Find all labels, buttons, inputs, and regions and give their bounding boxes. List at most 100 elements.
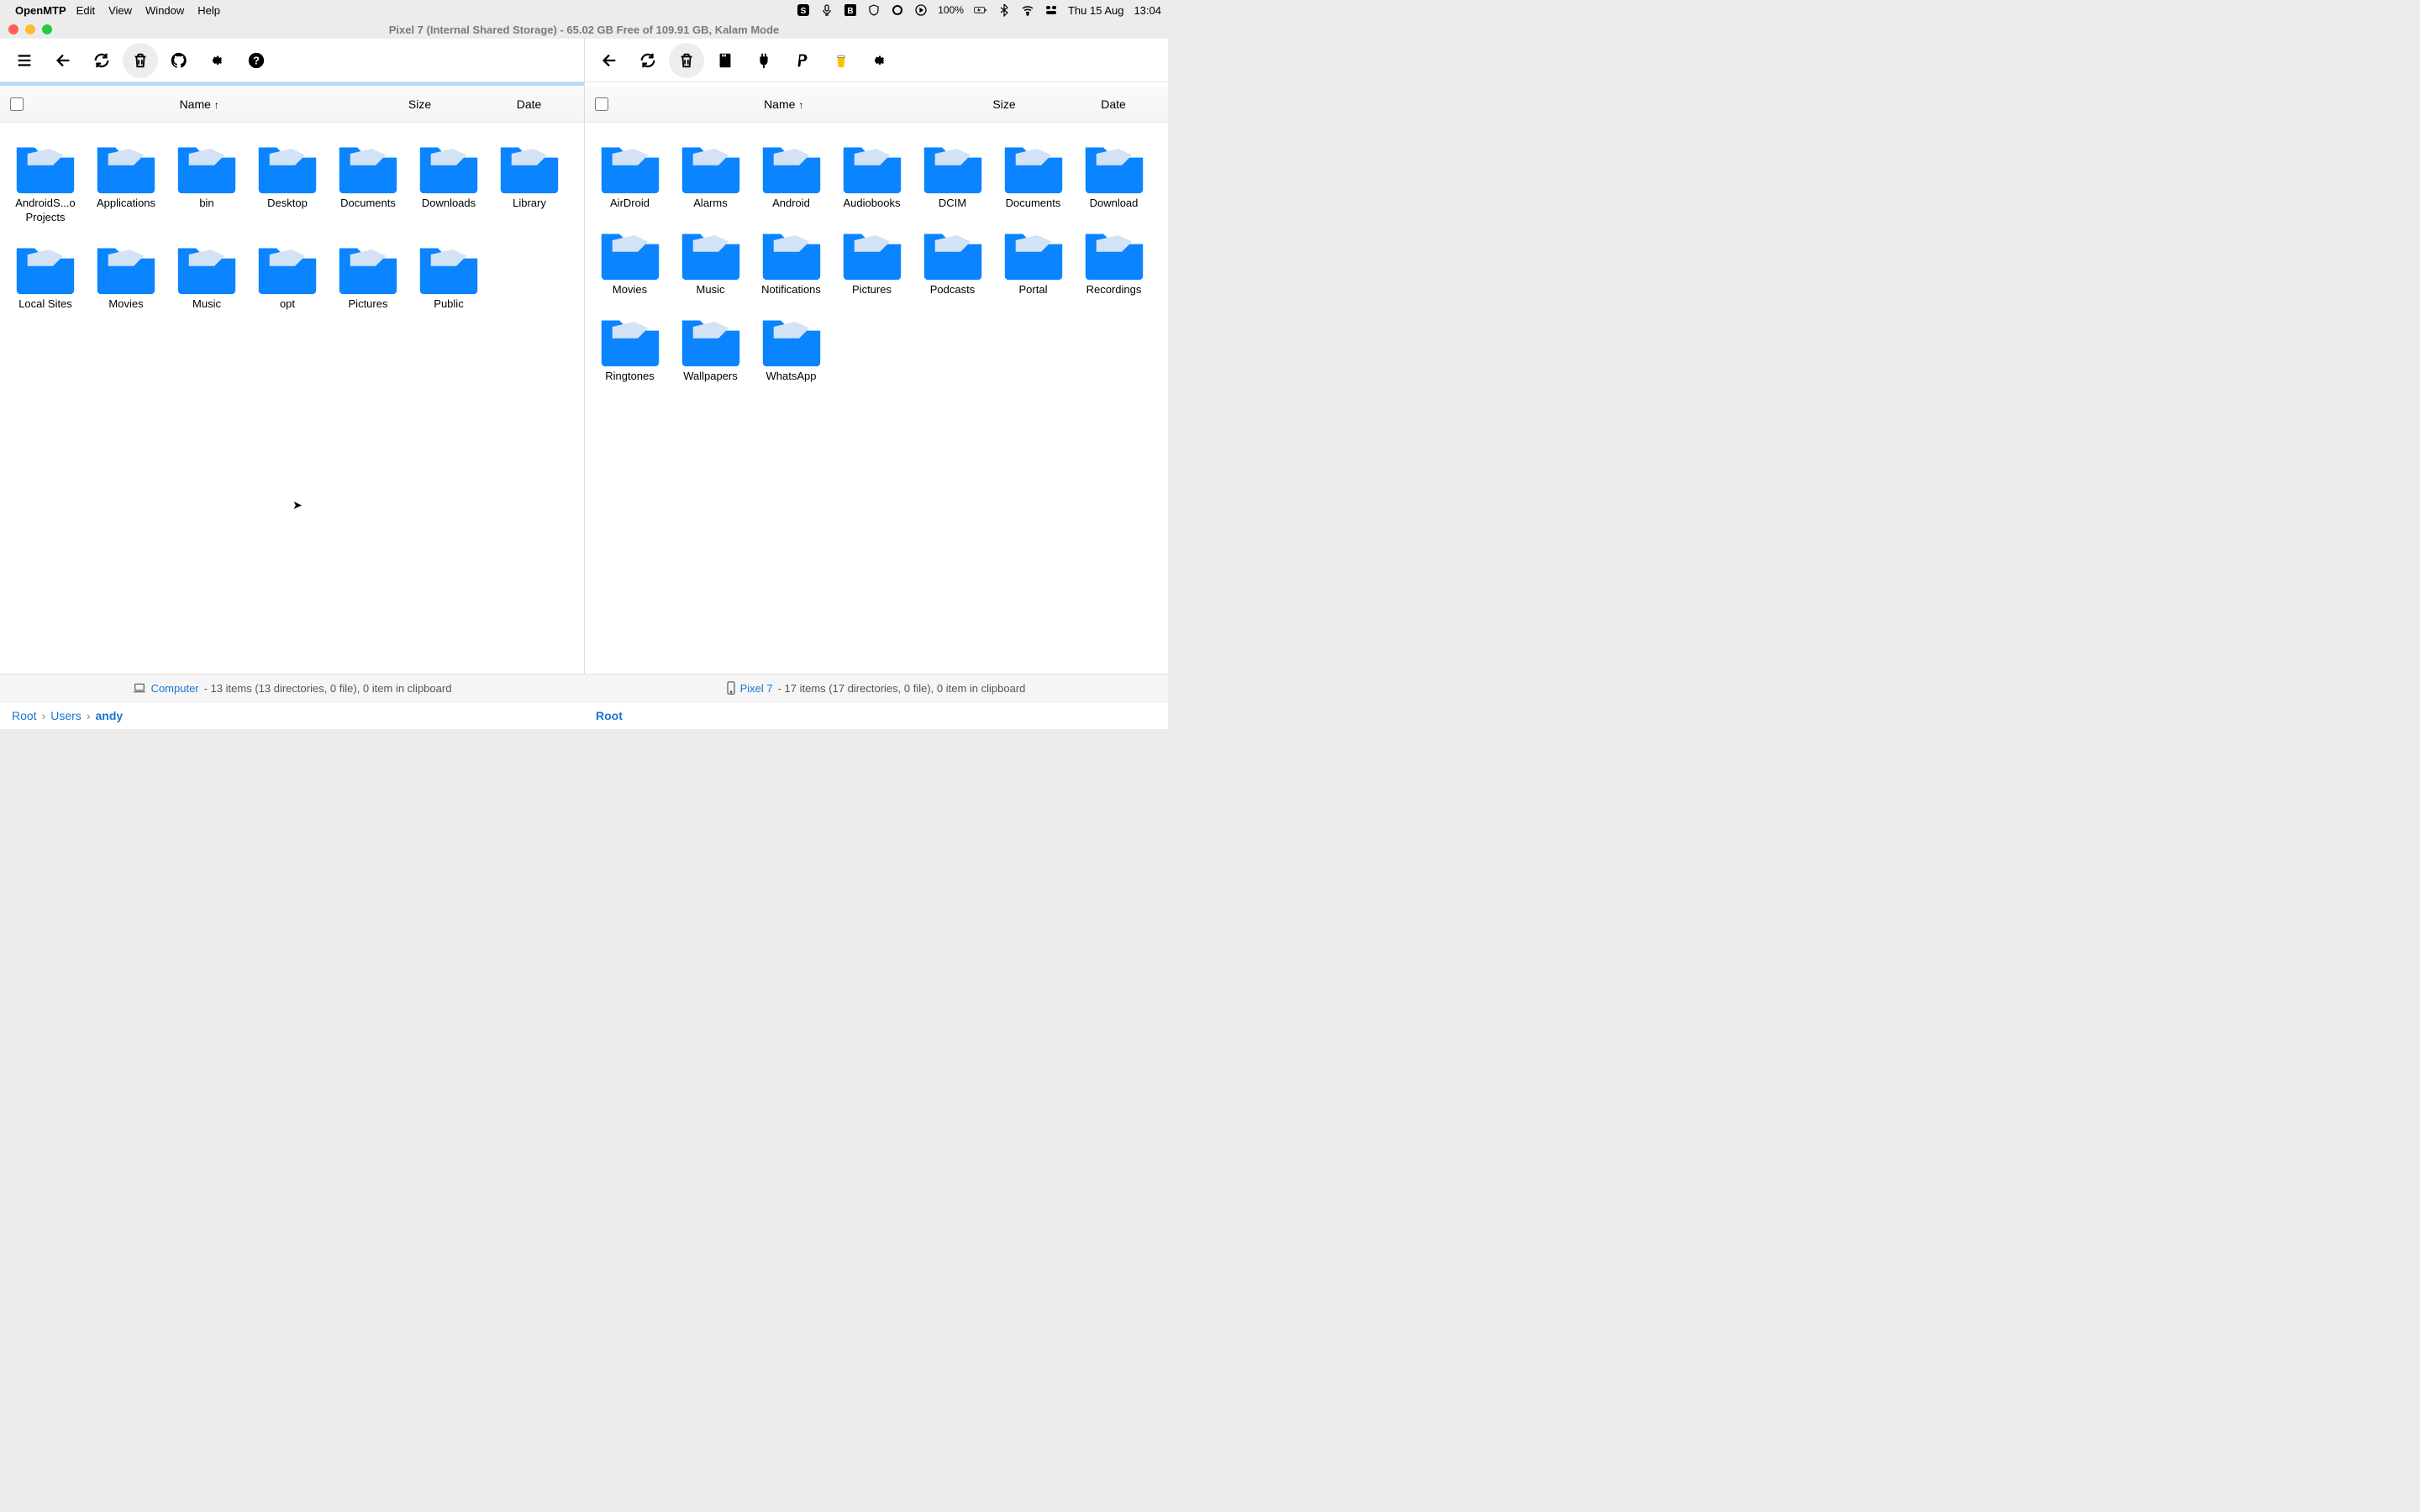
right-file-grid[interactable]: AirDroid Alarms AndroidAudiobooksDCIMDocum… <box>585 123 1169 674</box>
menu-edit[interactable]: Edit <box>76 4 95 17</box>
shield-icon[interactable] <box>867 3 881 17</box>
help-button[interactable]: ? <box>239 43 274 78</box>
folder-item[interactable]: Movies <box>86 240 166 312</box>
menu-help[interactable]: Help <box>197 4 220 17</box>
folder-label: Download <box>1090 197 1139 211</box>
menubar-time[interactable]: 13:04 <box>1134 4 1161 17</box>
breadcrumb-segment[interactable]: Root <box>12 709 37 722</box>
folder-label: Documents <box>340 197 396 211</box>
folder-item[interactable]: Downloads <box>408 139 489 225</box>
folder-label: Ringtones <box>605 370 655 384</box>
folder-label: Podcasts <box>930 283 975 297</box>
left-col-size[interactable]: Size <box>366 97 475 111</box>
folder-item[interactable]: Audiobooks <box>832 139 913 211</box>
right-col-size[interactable]: Size <box>950 97 1059 111</box>
paypal-button[interactable] <box>785 43 820 78</box>
delete-button[interactable] <box>669 43 704 78</box>
folder-item[interactable]: Notifications <box>751 226 832 297</box>
microphone-icon[interactable] <box>820 3 834 17</box>
folder-item[interactable]: Desktop <box>247 139 328 225</box>
folder-item[interactable]: Applications <box>86 139 166 225</box>
folder-item[interactable]: Public <box>408 240 489 312</box>
right-col-date[interactable]: Date <box>1059 97 1168 111</box>
back-button[interactable] <box>592 43 627 78</box>
back-button[interactable] <box>45 43 81 78</box>
folder-item[interactable]: WhatsApp <box>751 312 832 384</box>
skype-icon[interactable]: S <box>797 3 810 17</box>
folder-item[interactable]: DCIM <box>913 139 993 211</box>
circle-icon[interactable] <box>891 3 904 17</box>
control-center-icon[interactable] <box>1044 3 1058 17</box>
folder-item[interactable]: Ringtones <box>590 312 671 384</box>
bitwarden-icon[interactable]: B <box>844 3 857 17</box>
folder-item[interactable]: Podcasts <box>913 226 993 297</box>
right-status-location[interactable]: Pixel 7 <box>740 682 773 695</box>
breadcrumb-segment[interactable]: Users <box>50 709 82 722</box>
left-col-name[interactable]: Name↑ <box>34 97 366 111</box>
folder-item[interactable]: Documents <box>328 139 408 225</box>
folder-item[interactable]: Documents <box>993 139 1074 211</box>
folder-item[interactable]: opt <box>247 240 328 312</box>
breadcrumb-segment[interactable]: andy <box>95 709 123 722</box>
folder-item[interactable]: Pictures <box>328 240 408 312</box>
github-button[interactable] <box>161 43 197 78</box>
folder-item[interactable]: Download <box>1074 139 1155 211</box>
folder-item[interactable]: Wallpapers <box>671 312 751 384</box>
storage-button[interactable] <box>708 43 743 78</box>
folder-label: Music <box>192 297 221 312</box>
folder-item[interactable]: Movies <box>590 226 671 297</box>
donate-button[interactable] <box>823 43 859 78</box>
minimize-window-button[interactable] <box>25 24 35 34</box>
folder-item[interactable]: Music <box>166 240 247 312</box>
left-col-date[interactable]: Date <box>475 97 584 111</box>
chevron-right-icon: › <box>42 709 46 722</box>
settings-button[interactable] <box>200 43 235 78</box>
folder-item[interactable]: Recordings <box>1074 226 1155 297</box>
folder-item[interactable]: Pictures <box>832 226 913 297</box>
folder-label: Notifications <box>761 283 821 297</box>
wifi-icon[interactable] <box>1021 3 1034 17</box>
app-name[interactable]: OpenMTP <box>15 4 66 17</box>
refresh-button[interactable] <box>630 43 666 78</box>
right-status-text: - 17 items (17 directories, 0 file), 0 i… <box>778 682 1026 695</box>
menu-button[interactable] <box>7 43 42 78</box>
folder-label: Desktop <box>267 197 308 211</box>
delete-button[interactable] <box>123 43 158 78</box>
right-breadcrumbs: Root <box>584 702 1168 729</box>
plug-button[interactable] <box>746 43 781 78</box>
folder-item[interactable]: Local Sites <box>5 240 86 312</box>
settings-button[interactable] <box>862 43 897 78</box>
menu-window[interactable]: Window <box>145 4 184 17</box>
breadcrumb-bar: Root›Users›andy Root <box>0 701 1168 729</box>
left-select-all-checkbox[interactable] <box>10 97 24 111</box>
left-pane: ? Name↑ Size Date AndroidS...o ProjectsA… <box>0 39 585 674</box>
folder-item[interactable]: Portal <box>993 226 1074 297</box>
close-window-button[interactable] <box>8 24 18 34</box>
zoom-window-button[interactable] <box>42 24 52 34</box>
folder-label: Applications <box>97 197 155 211</box>
menubar-date[interactable]: Thu 15 Aug <box>1068 4 1124 17</box>
folder-label: Portal <box>1019 283 1048 297</box>
battery-charging-icon[interactable] <box>974 3 987 17</box>
folder-item[interactable]: Music <box>671 226 751 297</box>
right-col-name[interactable]: Name↑ <box>618 97 950 111</box>
left-status-location[interactable]: Computer <box>151 682 199 695</box>
menu-view[interactable]: View <box>108 4 132 17</box>
folder-item[interactable]: AirDroid <box>590 139 671 211</box>
right-select-all-checkbox[interactable] <box>595 97 608 111</box>
folder-item[interactable]: Alarms <box>671 139 751 211</box>
right-status: Pixel 7 - 17 items (17 directories, 0 fi… <box>584 675 1168 701</box>
play-circle-icon[interactable] <box>914 3 928 17</box>
folder-item[interactable]: Library <box>489 139 570 225</box>
breadcrumb-segment[interactable]: Root <box>596 709 623 722</box>
refresh-button[interactable] <box>84 43 119 78</box>
left-file-grid[interactable]: AndroidS...o Projects Applications bin Desk… <box>0 123 584 674</box>
folder-label: Music <box>697 283 725 297</box>
folder-label: Alarms <box>693 197 727 211</box>
bluetooth-icon[interactable] <box>997 3 1011 17</box>
folder-item[interactable]: AndroidS...o Projects <box>5 139 86 225</box>
folder-item[interactable]: Android <box>751 139 832 211</box>
left-column-headers: Name↑ Size Date <box>0 86 584 123</box>
folder-item[interactable]: bin <box>166 139 247 225</box>
left-status-text: - 13 items (13 directories, 0 file), 0 i… <box>204 682 452 695</box>
